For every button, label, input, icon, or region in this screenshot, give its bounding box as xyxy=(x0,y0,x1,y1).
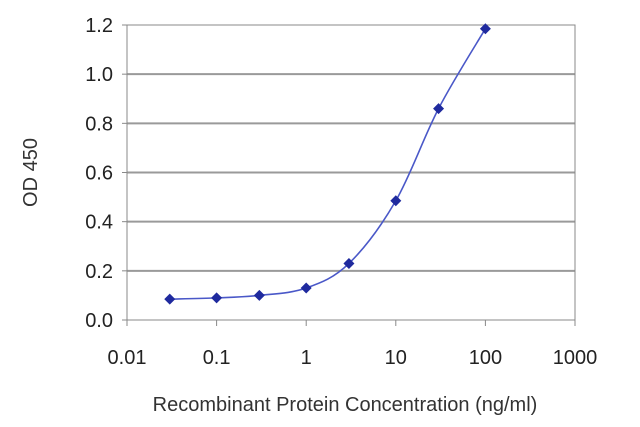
data-point xyxy=(390,195,402,207)
x-axis: 0.01 0.1 1 10 100 1000 xyxy=(108,320,598,369)
data-point xyxy=(211,292,223,304)
y-axis: 0.0 0.2 0.4 0.6 0.8 1.0 1.2 xyxy=(85,15,127,332)
data-point xyxy=(433,103,445,115)
y-tick-label: 0.8 xyxy=(85,113,113,135)
y-tick-label: 0.2 xyxy=(85,261,113,283)
y-tick-label: 1.2 xyxy=(85,15,113,37)
data-point xyxy=(253,289,265,301)
y-tick-label: 0.0 xyxy=(85,310,113,332)
series-fit-line xyxy=(169,28,487,300)
x-tick-label: 10 xyxy=(385,347,407,369)
y-axis-title: OD 450 xyxy=(20,138,42,207)
y-tick-label: 1.0 xyxy=(85,64,113,86)
x-tick-label: 1000 xyxy=(553,347,598,369)
data-point xyxy=(164,293,176,305)
x-tick-label: 1 xyxy=(301,347,312,369)
x-axis-title: Recombinant Protein Concentration (ng/ml… xyxy=(153,394,538,416)
x-tick-label: 100 xyxy=(469,347,502,369)
data-point xyxy=(343,257,355,269)
x-tick-label: 0.1 xyxy=(203,347,231,369)
x-tick-label: 0.01 xyxy=(108,347,147,369)
gridlines xyxy=(127,73,575,272)
y-tick-label: 0.6 xyxy=(85,163,113,185)
data-point xyxy=(300,282,312,294)
y-tick-label: 0.4 xyxy=(85,212,113,234)
data-point xyxy=(479,23,491,35)
data-points xyxy=(164,23,491,305)
